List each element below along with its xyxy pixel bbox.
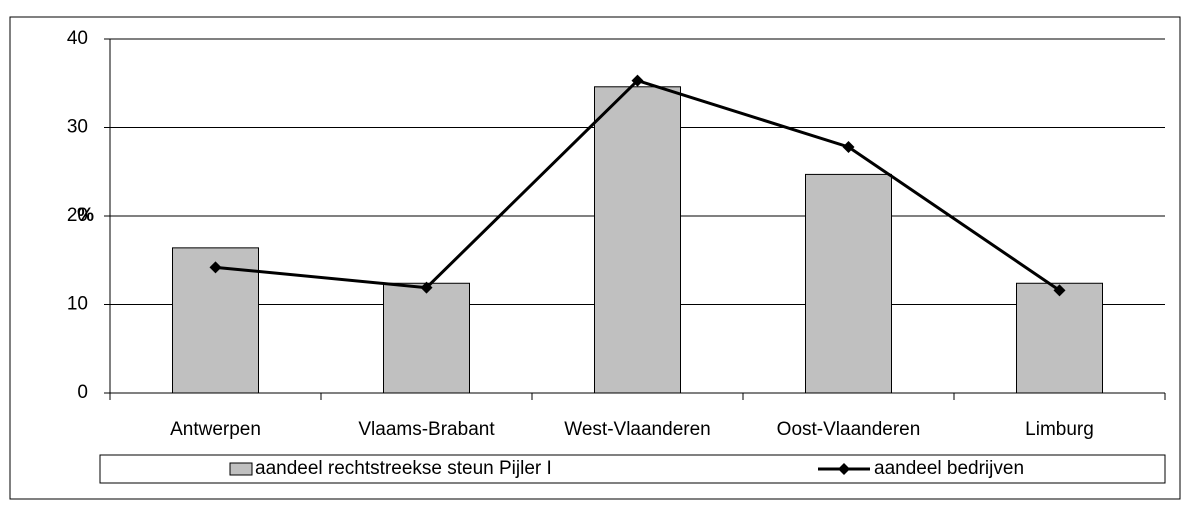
marker <box>1053 284 1066 297</box>
x-tick-label: Antwerpen <box>170 419 261 440</box>
bar <box>1016 282 1103 394</box>
x-tick-label: Vlaams-Brabant <box>358 419 495 440</box>
y-axis-label: % <box>77 205 94 226</box>
marker <box>842 140 855 153</box>
bar <box>383 282 470 394</box>
y-tick-label: 10 <box>67 294 88 315</box>
bar <box>805 173 892 394</box>
bar <box>594 86 681 394</box>
legend-box <box>99 454 1166 484</box>
y-tick-label: 30 <box>67 117 88 138</box>
legend-swatch <box>229 462 253 476</box>
legend-label: aandeel bedrijven <box>874 458 1024 479</box>
legend-label: aandeel rechtstreekse steun Pijler I <box>255 458 552 479</box>
marker <box>209 261 222 274</box>
x-tick-label: West-Vlaanderen <box>564 419 710 440</box>
y-tick-label: 0 <box>77 382 88 403</box>
x-tick-label: Oost-Vlaanderen <box>777 419 921 440</box>
legend-marker <box>838 463 850 475</box>
marker <box>631 74 644 87</box>
y-tick-label: 40 <box>67 28 88 49</box>
x-tick-label: Limburg <box>1025 419 1094 440</box>
marker <box>420 281 433 294</box>
y-tick-label: 20 <box>67 205 88 226</box>
